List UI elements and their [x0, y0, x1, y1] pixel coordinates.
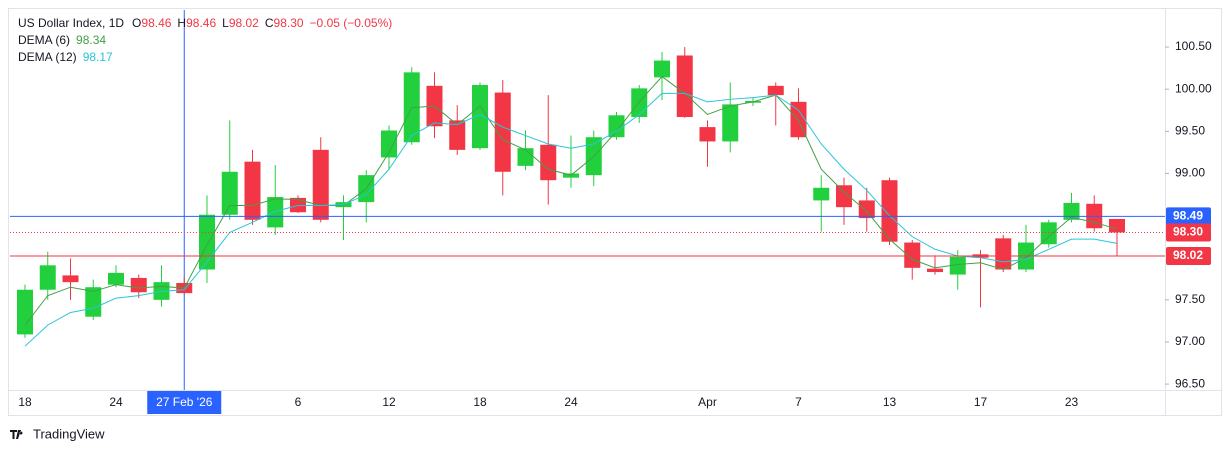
candle-body: [654, 60, 670, 78]
legend-name: DEMA (12): [18, 50, 77, 64]
plot: [10, 10, 1165, 390]
candle-body: [108, 272, 124, 285]
candle-body: [904, 242, 921, 268]
ohlc-value: 98.46: [186, 16, 216, 30]
price-badge-label: 98.02: [1173, 248, 1203, 262]
candle-body: [312, 149, 329, 220]
x-tick-label: Apr: [698, 395, 717, 409]
y-tick-label: 97.00: [1175, 334, 1205, 348]
y-tick-label: 96.50: [1175, 376, 1205, 390]
crosshair-time-label: 27 Feb '26: [147, 391, 222, 414]
chart-frame: [8, 8, 1222, 416]
candle-body: [267, 197, 284, 228]
candle-body: [381, 130, 397, 158]
ohlc-value: 98.30: [274, 16, 304, 30]
candle-body: [472, 84, 488, 149]
legend-item: DEMA (12) 98.17: [18, 50, 113, 64]
candle-body: [949, 256, 966, 275]
crosshair-time-bg: [147, 391, 222, 414]
ohlc-value: 98.46: [141, 16, 171, 30]
x-tick-label: 17: [974, 395, 988, 409]
candle-body: [540, 144, 557, 181]
change-value: −0.05 (−0.05%): [310, 16, 393, 30]
legend-item: DEMA (6) 98.34: [18, 33, 106, 47]
candle-body: [1063, 202, 1080, 220]
candle-body: [722, 104, 739, 142]
price-badge-label: 98.30: [1173, 225, 1203, 239]
candle-body: [221, 171, 238, 215]
candle-body: [62, 275, 79, 283]
indicator-line: [24, 92, 1118, 347]
brand-name: TradingView: [33, 426, 105, 441]
candle-body: [449, 120, 466, 150]
candle-body: [1040, 222, 1057, 245]
x-tick-label: 6: [295, 395, 302, 409]
y-tick-label: 100.50: [1175, 39, 1212, 53]
price-badge: [1166, 223, 1211, 242]
legend-name: DEMA (6): [18, 33, 70, 47]
y-tick-label: 100.00: [1175, 81, 1212, 95]
legend-value: 98.17: [83, 50, 113, 64]
candle-body: [881, 180, 898, 242]
candle-body: [767, 85, 784, 96]
candle-body: [130, 277, 147, 293]
candle-body: [39, 265, 56, 290]
legend: US Dollar Index, 1D O98.46 H98.46 L98.02 C98…: [18, 16, 392, 64]
x-tick-label: 18: [473, 395, 487, 409]
candle-body: [699, 127, 716, 142]
x-tick-label: 7: [795, 395, 802, 409]
candle-body: [927, 268, 943, 273]
price-badge: [1166, 207, 1211, 226]
ohlc-label: L: [222, 16, 229, 30]
y-tick-label: 97.50: [1175, 292, 1205, 306]
price-badge: [1166, 247, 1211, 266]
candle-body: [836, 185, 852, 208]
candle-body: [608, 115, 625, 138]
candle-body: [244, 161, 261, 220]
candle-body: [813, 187, 830, 201]
x-tick-label: 24: [564, 395, 578, 409]
candle-body: [858, 200, 875, 219]
legend-title-row: US Dollar Index, 1D O98.46 H98.46 L98.02 C98…: [18, 16, 392, 30]
ohlc-label: H: [177, 16, 186, 30]
x-tick-label: 13: [883, 395, 897, 409]
chart-title: US Dollar Index, 1D: [18, 16, 124, 30]
candle-body: [631, 88, 648, 118]
candle-body: [1109, 218, 1125, 233]
x-tick-label: 24: [109, 395, 123, 409]
y-tick-label: 99.00: [1175, 166, 1205, 180]
candle-body: [494, 92, 511, 172]
legend-value: 98.34: [76, 33, 106, 47]
y-tick-label: 99.50: [1175, 124, 1205, 138]
candle-body: [17, 289, 33, 335]
ohlc-label: C: [265, 16, 274, 30]
price-badge-label: 98.49: [1173, 209, 1203, 223]
candle-body: [995, 238, 1012, 270]
candle-body: [517, 148, 534, 166]
x-tick-label: 18: [18, 395, 32, 409]
ohlc-value: 98.02: [229, 16, 259, 30]
indicator-line: [24, 75, 1118, 326]
x-tick-label: 12: [382, 395, 396, 409]
x-tick-label: 27 Feb '26: [156, 395, 213, 409]
x-tick-label: 23: [1065, 395, 1079, 409]
brand: TradingView: [10, 426, 105, 441]
ohlc-label: O: [132, 16, 141, 30]
brand-logo: [10, 430, 23, 439]
candle-body: [676, 55, 693, 118]
